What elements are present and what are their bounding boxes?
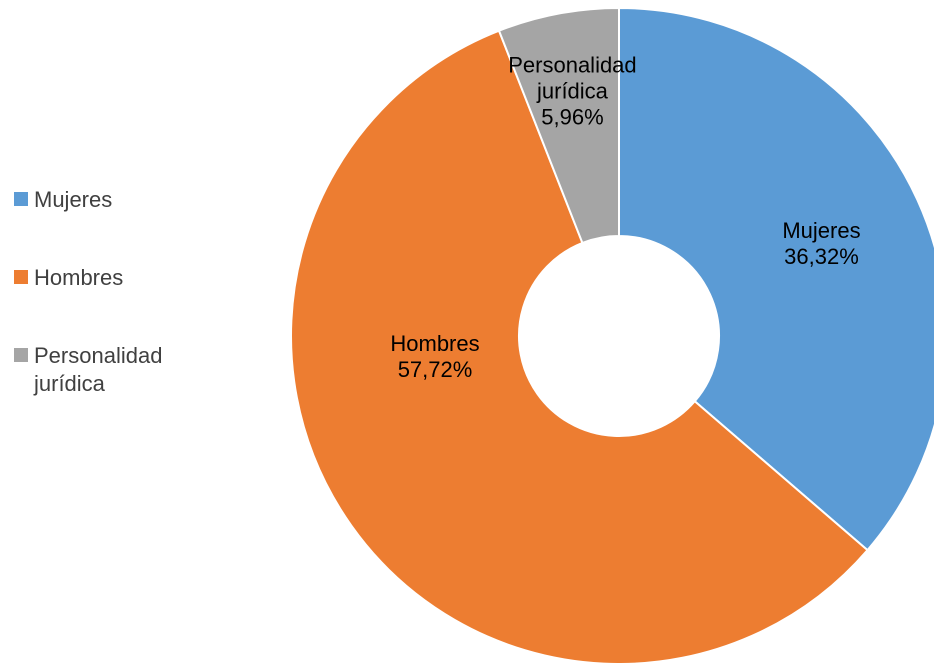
- slice-label-line: jurídica: [536, 78, 609, 103]
- legend-label-hombres: Hombres: [34, 265, 124, 290]
- slice-label-line: Mujeres: [782, 218, 860, 243]
- slice-label-personalidad-juridica: Personalidad jurídica 5,96%: [508, 52, 636, 129]
- legend-swatch-hombres: [14, 270, 28, 284]
- legend-item-mujeres: Mujeres: [14, 186, 112, 214]
- slice-label-line: Personalidad: [508, 52, 636, 77]
- legend-item-personalidad-juridica: Personalidad jurídica: [14, 342, 162, 398]
- slice-label-line: 5,96%: [541, 104, 603, 129]
- slice-personalidad-juridica: [497, 6, 620, 245]
- slice-label-line: 36,32%: [784, 244, 859, 269]
- slice-label-hombres: Hombres 57,72%: [390, 331, 479, 382]
- slice-label-line: Hombres: [390, 331, 479, 356]
- legend-item-hombres: Hombres: [14, 264, 123, 292]
- slice-mujeres: [618, 6, 934, 552]
- legend-label-personalidad-juridica: Personalidad jurídica: [34, 343, 163, 396]
- legend-swatch-mujeres: [14, 192, 28, 206]
- slice-label-mujeres: Mujeres 36,32%: [782, 218, 860, 269]
- legend-swatch-personalidad-juridica: [14, 348, 28, 362]
- legend-label-mujeres: Mujeres: [34, 187, 113, 212]
- slice-label-line: 57,72%: [398, 357, 473, 382]
